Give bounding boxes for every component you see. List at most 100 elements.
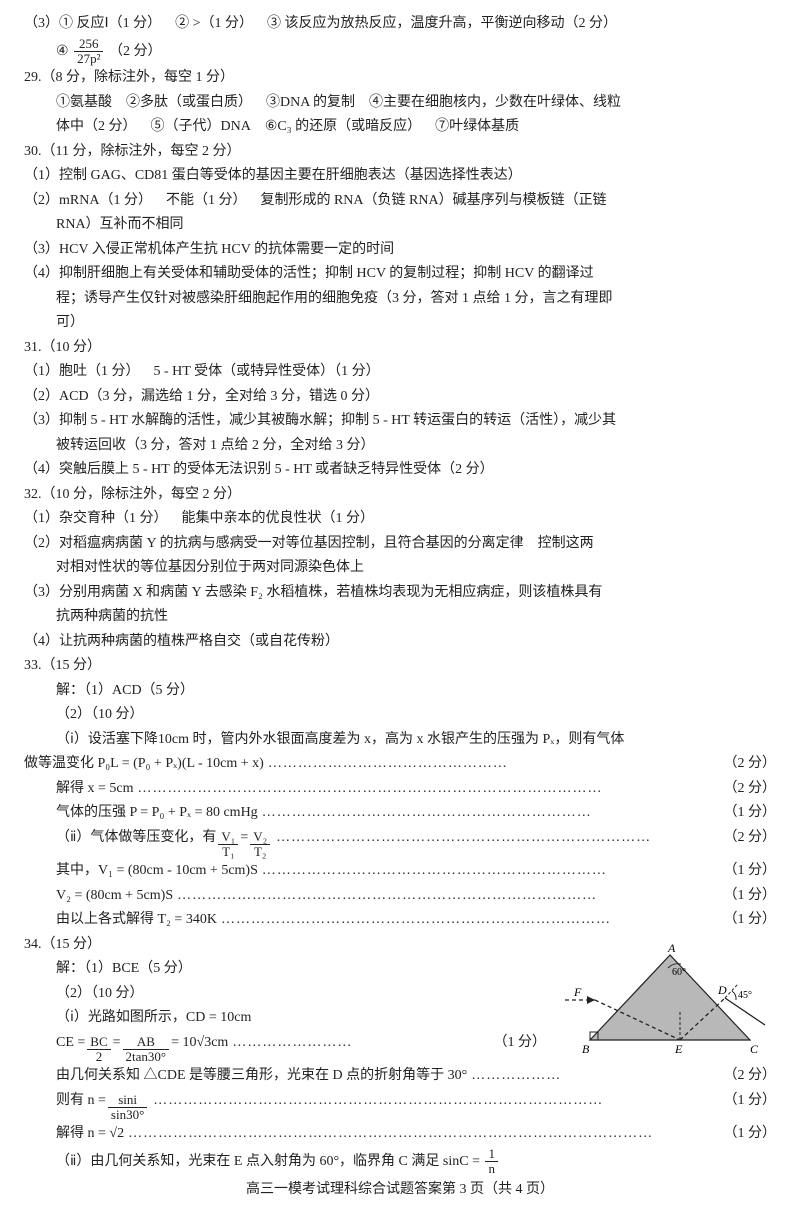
q33-2i-d: 气体的压强 P = P₀ + Pₓ = 80 cmHg — [56, 801, 258, 826]
frac-num: AB — [123, 1035, 170, 1050]
frac-256-27p2: 256 27p² — [74, 37, 103, 67]
label-E: E — [674, 1042, 683, 1056]
frac-num: sini — [108, 1093, 147, 1108]
triangle-diagram: A B C D E F 60° 45° — [560, 940, 770, 1060]
frac-num: 1 — [485, 1147, 498, 1162]
q33-1: 解：（1）ACD（5 分） — [24, 679, 776, 704]
frac-num: V₂ — [250, 830, 270, 845]
q30-4c: 可） — [24, 311, 776, 336]
q33-2ii-a-row: （ⅱ）气体做等压变化，有 V₁ T₁ = V₂ T₂ …………………………………… — [24, 826, 776, 860]
q32-2a: （2）对稻瘟病病菌 Y 的抗病与感病受一对等位基因控制，且符合基因的分离定律 控… — [24, 532, 776, 557]
dot-leader: …………………… — [232, 1031, 489, 1056]
frac-v1t1: V₁ T₁ — [218, 830, 238, 860]
pts: （1 分） — [724, 884, 777, 909]
q32-head: 32.（10 分，除标注外，每空 2 分） — [24, 483, 776, 508]
q32-1: （1）杂交育种（1 分） 能集中亲本的优良性状（1 分） — [24, 507, 776, 532]
dot-leader: ………………………………………………………… — [262, 801, 720, 826]
q34-2i-d-row: 解得 n = √2 ………………………………………………………………………………… — [24, 1122, 776, 1147]
q32-2b: 对相对性状的等位基因分别位于两对同源染色体上 — [24, 556, 776, 581]
pts: （1 分） — [724, 1089, 777, 1114]
frac-num: BC — [87, 1035, 110, 1050]
q33-2i-b-row: 做等温变化 P₀L = (P₀ + Pₓ)(L - 10cm + x) …………… — [24, 752, 776, 777]
q33-2ii-d-row: 由以上各式解得 T₂ = 340K …………………………………………………………… — [24, 908, 776, 933]
page-footer: 高三一模考试理科综合试题答案第 3 页（共 4 页） — [0, 1178, 800, 1203]
dot-leader: …………………………………………………………………… — [221, 908, 720, 933]
q34-2ii: （ⅱ）由几何关系知，光束在 E 点入射角为 60°，临界角 C 满足 sinC … — [56, 1154, 483, 1169]
q30-2a: （2）mRNA（1 分） 不能（1 分） 复制形成的 RNA（负链 RNA）碱基… — [24, 189, 776, 214]
q34-2i-d: 解得 n = √2 — [56, 1122, 124, 1147]
frac-sini: sini sin30° — [108, 1093, 147, 1123]
q31-3b: 被转运回收（3 分，答对 1 点给 2 分，全对给 3 分） — [24, 434, 776, 459]
q33-2i-d-row: 气体的压强 P = P₀ + Pₓ = 80 cmHg ………………………………… — [24, 801, 776, 826]
frac-den: 2 — [87, 1050, 110, 1064]
label-A: A — [667, 941, 676, 955]
frac-den: n — [485, 1162, 498, 1176]
q34-ce-a: CE = — [56, 1031, 85, 1056]
dot-leader: ………………………………………………………………… — [276, 826, 719, 851]
q33-2ii-b: 其中，V₁ = (80cm - 10cm + 5cm)S — [56, 859, 258, 884]
dot-leader: ………………………………………………………………………… — [177, 884, 719, 909]
q33-2ii-c-row: V₂ = (80cm + 5cm)S ………………………………………………………… — [24, 884, 776, 909]
pts: （1 分） — [724, 1122, 777, 1147]
q29-body1: ①氨基酸 ②多肽（或蛋白质） ③DNA 的复制 ④主要在细胞核内，少数在叶绿体、… — [24, 91, 776, 116]
q33-2i-c: 解得 x = 5cm — [56, 777, 134, 802]
q33-2ii-c: V₂ = (80cm + 5cm)S — [56, 884, 173, 909]
q33-head: 33.（15 分） — [24, 654, 776, 679]
q31-3a: （3）抑制 5 - HT 水解酶的活性，减少其被酶水解；抑制 5 - HT 转运… — [24, 409, 776, 434]
label-D: D — [717, 983, 727, 997]
dot-leader: ……………… — [471, 1064, 719, 1089]
frac-den: T₁ — [218, 845, 238, 859]
frac-v2t2: V₂ T₂ — [250, 830, 270, 860]
frac-den: T₂ — [250, 845, 270, 859]
q34-2ii-row: （ⅱ）由几何关系知，光束在 E 点入射角为 60°，临界角 C 满足 sinC … — [24, 1147, 776, 1177]
q28-3-4b: （2 分） — [109, 44, 162, 59]
frac-den: 2tan30° — [123, 1050, 170, 1064]
label-F: F — [573, 985, 582, 999]
label-45: 45° — [738, 990, 752, 1001]
eq: = — [113, 1031, 121, 1056]
q33-2ii-a: （ⅱ）气体做等压变化，有 — [56, 826, 216, 851]
q28-3-line1: （3）① 反应Ⅰ（1 分） ② >（1 分） ③ 该反应为放热反应，温度升高，平… — [24, 12, 776, 37]
frac-ab2tan: AB 2tan30° — [123, 1035, 170, 1065]
q34-2i-c: 则有 n = — [56, 1089, 106, 1114]
q29-head: 29.（8 分，除标注外，每空 1 分） — [24, 66, 776, 91]
pts: （1 分） — [724, 859, 777, 884]
q33-2ii-d: 由以上各式解得 T₂ = 340K — [56, 908, 217, 933]
q34-2i-c-row: 则有 n = sini sin30° ………………………………………………………… — [24, 1089, 776, 1123]
q30-4b: 程；诱导产生仅针对被感染肝细胞起作用的细胞免疫（3 分，答对 1 点给 1 分，… — [24, 287, 776, 312]
q31-2: （2）ACD（3 分，漏选给 1 分，全对给 3 分，错选 0 分） — [24, 385, 776, 410]
q31-1: （1）胞吐（1 分） 5 - HT 受体（或特异性受体）（1 分） — [24, 360, 776, 385]
pts: （2 分） — [724, 777, 777, 802]
q31-4: （4）突触后膜上 5 - HT 的受体无法识别 5 - HT 或者缺乏特异性受体… — [24, 458, 776, 483]
dot-leader: …………………………………………………………… — [262, 859, 720, 884]
pts: （2 分） — [724, 1064, 777, 1089]
frac-den: sin30° — [108, 1108, 147, 1122]
frac-den: 27p² — [74, 52, 103, 66]
q32-4: （4）让抗两种病菌的植株严格自交（或自花传粉） — [24, 630, 776, 655]
frac-num: V₁ — [218, 830, 238, 845]
q30-3: （3）HCV 入侵正常机体产生抗 HCV 的抗体需要一定的时间 — [24, 238, 776, 263]
q31-head: 31.（10 分） — [24, 336, 776, 361]
dot-leader: ………………………………………………………………………………… — [138, 777, 720, 802]
q33-2i-c-row: 解得 x = 5cm ……………………………………………………………………………… — [24, 777, 776, 802]
dot-leader: …………………………………………………………………………………………… — [128, 1122, 719, 1147]
q28-3-4a: ④ — [56, 44, 72, 59]
pts: （2 分） — [724, 752, 777, 777]
pts: （1 分） — [494, 1031, 547, 1056]
q34-2i-b: 由几何关系知 △CDE 是等腰三角形，光束在 D 点的折射角等于 30° — [56, 1064, 467, 1089]
q33-2i-b: 做等温变化 P₀L = (P₀ + Pₓ)(L - 10cm + x) — [24, 752, 264, 777]
frac-bc2: BC 2 — [87, 1035, 110, 1065]
label-B: B — [582, 1042, 590, 1056]
q30-head: 30.（11 分，除标注外，每空 2 分） — [24, 140, 776, 165]
q29-body2: 体中（2 分） ⑤（子代）DNA ⑥C₃ 的还原（或暗反应） ⑦叶绿体基质 — [24, 115, 776, 140]
dot-leader: ……………………………………………………………………………… — [153, 1089, 719, 1114]
frac-1n: 1 n — [485, 1147, 498, 1177]
pts: （1 分） — [724, 801, 777, 826]
dot-leader: ………………………………………… — [268, 752, 720, 777]
eq: = — [240, 826, 248, 851]
q33-2: （2）（10 分） — [24, 703, 776, 728]
q30-2b: RNA）互补而不相同 — [24, 213, 776, 238]
q33-2ii-b-row: 其中，V₁ = (80cm - 10cm + 5cm)S ……………………………… — [24, 859, 776, 884]
q32-3a: （3）分别用病菌 X 和病菌 Y 去感染 F₂ 水稻植株，若植株均表现为无相应病… — [24, 581, 776, 606]
q33-2i-a: （ⅰ）设活塞下降10cm 时，管内外水银面高度差为 x，高为 x 水银产生的压强… — [24, 728, 776, 753]
